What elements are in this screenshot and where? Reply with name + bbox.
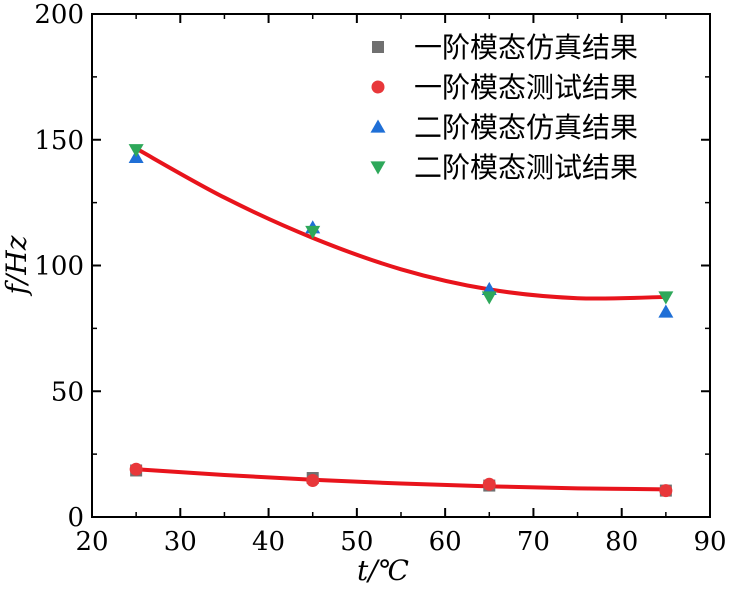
data-point-series-2	[659, 484, 673, 498]
x-tick-label: 40	[252, 527, 285, 557]
legend-marker-4	[370, 161, 386, 175]
x-tick-label: 90	[693, 527, 726, 557]
data-point-series-2	[482, 477, 496, 491]
x-tick-label: 30	[164, 527, 197, 557]
legend-label-4: 二阶模态测试结果	[414, 151, 638, 184]
y-tick-label: 200	[34, 0, 84, 30]
y-tick-label: 100	[34, 252, 84, 282]
data-point-series-4	[305, 225, 321, 240]
legend-marker-2	[371, 80, 385, 94]
y-tick-label: 0	[67, 503, 84, 533]
y-axis-label: f/Hz	[0, 235, 33, 296]
legend-label-3: 二阶模态仿真结果	[414, 111, 638, 144]
data-point-series-4	[658, 291, 674, 305]
x-tick-label: 80	[605, 527, 638, 557]
x-tick-label: 20	[75, 527, 108, 557]
x-tick-label: 70	[517, 527, 550, 557]
fit-line	[134, 146, 668, 301]
y-tick-label: 150	[34, 126, 84, 156]
legend-marker-3	[370, 119, 386, 133]
legend-label-1: 一阶模态仿真结果	[414, 31, 638, 64]
y-tick-labels: 0 50 100 150 200	[34, 0, 84, 533]
data-point-series-4	[481, 291, 497, 305]
data-points	[128, 144, 674, 498]
x-tick-label: 60	[429, 527, 462, 557]
data-point-series-2	[306, 474, 320, 488]
x-tick-labels: 20 30 40 50 60 70 80 90	[75, 527, 726, 557]
x-tick-label: 50	[340, 527, 373, 557]
legend-label-2: 一阶模态测试结果	[414, 71, 638, 104]
fit-lines	[134, 146, 668, 492]
fit-line	[134, 467, 668, 492]
data-point-series-4	[128, 144, 144, 158]
x-axis-label: t/℃	[357, 554, 409, 587]
data-point-series-2	[129, 462, 143, 476]
y-tick-label: 50	[51, 377, 84, 407]
plot-frame	[91, 13, 711, 518]
data-point-series-3	[658, 304, 674, 318]
legend-marker-1	[372, 41, 384, 53]
